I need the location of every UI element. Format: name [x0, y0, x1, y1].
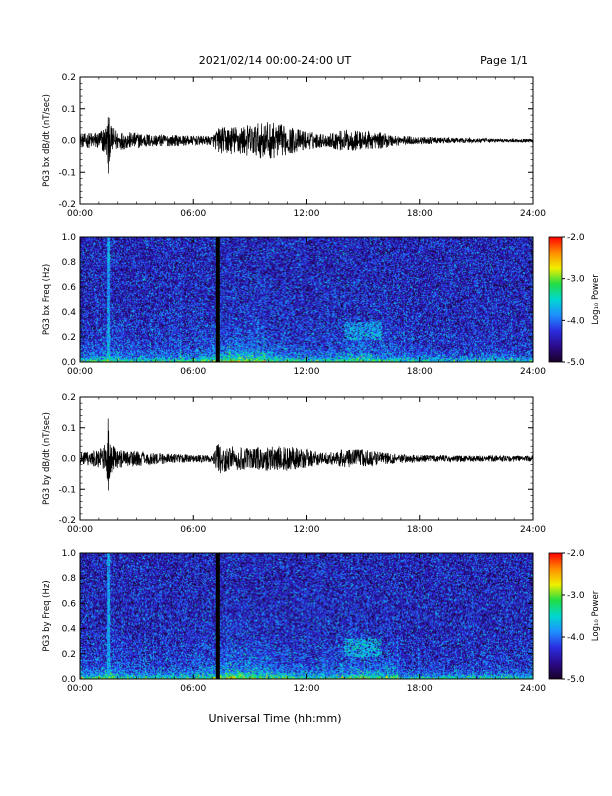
x-tick-label: 24:00 [520, 684, 546, 694]
colorbar-tick-label: -4.0 [567, 316, 585, 326]
y-tick-label: 0.2 [62, 650, 76, 660]
colorbar-tick-label: -5.0 [567, 358, 585, 368]
x-tick-label: 00:00 [67, 209, 93, 219]
y-tick-label: -0.1 [58, 485, 76, 495]
page-number: Page 1/1 [480, 54, 528, 67]
x-tick-label: 24:00 [520, 525, 546, 535]
colorbar-tick-label: -2.0 [567, 233, 585, 243]
panel-4: -2.0 -3.0 -4.0 -5.0 Log₁₀ Power 1.0 0.8 0.6 0.4 0… [42, 549, 601, 694]
panels: 0.20.10.0-0.1-0.200:00 06:00 12:00 18:00 24:… [42, 73, 601, 694]
y-tick-label: -0.2 [58, 516, 76, 526]
colorbar-tick-label: -3.0 [567, 275, 585, 285]
spectrogram-raster [80, 553, 533, 679]
y-tick-label: 0.2 [62, 393, 76, 403]
y-axis-label: PG3 bx Freq (Hz) [42, 264, 52, 335]
x-tick-label: 18:00 [407, 209, 433, 219]
y-tick-label: 0.0 [62, 455, 77, 465]
y-tick-label: 0.0 [62, 675, 77, 685]
x-tick-label: 18:00 [407, 684, 433, 694]
colorbar-tick-label: -5.0 [567, 675, 585, 685]
y-tick-label: 0.0 [62, 358, 77, 368]
series-line [79, 117, 534, 174]
spectrogram-raster [80, 237, 533, 362]
y-tick-label: -0.1 [58, 168, 76, 178]
y-tick-label: 0.8 [62, 258, 77, 268]
colorbar-label: Log₁₀ Power [591, 590, 601, 641]
y-tick-label: 0.8 [62, 574, 77, 584]
x-tick-label: 00:00 [67, 684, 93, 694]
y-tick-label: 0.2 [62, 73, 76, 83]
colorbar-tick-label: -3.0 [567, 591, 585, 601]
y-axis-label: PG3 by dB/dt (nT/sec) [42, 412, 52, 505]
y-tick-label: 0.6 [62, 283, 77, 293]
y-tick-label: -0.2 [58, 200, 76, 210]
y-tick-label: 0.1 [62, 105, 76, 115]
x-tick-label: 18:00 [407, 367, 433, 377]
x-tick-label: 24:00 [520, 367, 546, 377]
x-tick-label: 06:00 [180, 525, 206, 535]
panel-1: 0.2 0.1 0.0 -0.1 -0.200:00 06:00 12:00 18:00 24:… [42, 73, 546, 219]
colorbar [548, 236, 563, 363]
panel-3: 0.2 0.1 0.0 -0.1 -0.200:00 06:00 12:00 18:00 24:… [42, 393, 546, 535]
data-gap-bar [215, 237, 220, 362]
y-tick-label: 0.6 [62, 599, 77, 609]
x-axis-title: Universal Time (hh:mm) [209, 712, 342, 725]
y-tick-label: 0.2 [62, 333, 76, 343]
series-line [79, 418, 534, 491]
y-tick-label: 1.0 [62, 233, 77, 243]
x-tick-label: 06:00 [180, 684, 206, 694]
y-tick-label: 0.1 [62, 424, 76, 434]
data-gap-bar [215, 553, 220, 679]
x-tick-label: 12:00 [294, 367, 320, 377]
y-tick-label: 0.4 [62, 625, 77, 635]
colorbar-tick-label: -2.0 [567, 549, 585, 559]
x-tick-label: 00:00 [67, 367, 93, 377]
colorbar-tick-label: -4.0 [567, 633, 585, 643]
y-tick-label: 1.0 [62, 549, 77, 559]
page-title: 2021/02/14 00:00-24:00 UT [199, 54, 352, 67]
x-tick-label: 12:00 [294, 684, 320, 694]
x-tick-label: 12:00 [294, 525, 320, 535]
panel-2: -2.0 -3.0 -4.0 -5.0 Log₁₀ Power 1.0 0.8 0.6 0.4 0… [42, 233, 601, 377]
x-tick-label: 24:00 [520, 209, 546, 219]
y-axis-label: PG3 by Freq (Hz) [42, 580, 52, 651]
x-tick-label: 06:00 [180, 367, 206, 377]
y-tick-label: 0.4 [62, 308, 77, 318]
colorbar [548, 552, 563, 680]
colorbar-label: Log₁₀ Power [591, 274, 601, 325]
y-axis-label: PG3 bx dB/dt (nT/sec) [42, 94, 52, 187]
x-tick-label: 00:00 [67, 525, 93, 535]
x-tick-label: 06:00 [180, 209, 206, 219]
x-tick-label: 12:00 [294, 209, 320, 219]
y-tick-label: 0.0 [62, 137, 77, 147]
x-tick-label: 18:00 [407, 525, 433, 535]
